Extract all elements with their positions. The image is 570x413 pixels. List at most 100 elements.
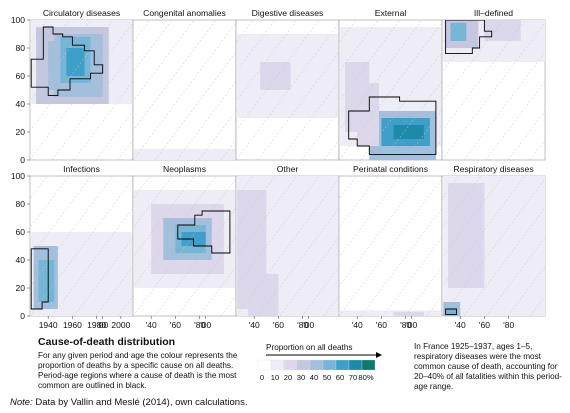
cohort-line — [51, 207, 133, 316]
x-tick-label: '40 — [249, 320, 260, 330]
cohort-line — [154, 207, 236, 316]
legend-swatch — [296, 359, 311, 371]
cohort-line — [0, 176, 25, 316]
cohort-line — [30, 176, 92, 258]
panel-content — [442, 20, 545, 160]
cohort-line — [0, 176, 3, 316]
cohort-line — [30, 176, 114, 288]
cohort-line — [339, 176, 401, 258]
y-tick-label: 60 — [16, 71, 26, 81]
legend-arrowhead — [376, 352, 382, 358]
cohort-line — [0, 20, 3, 160]
cohort-line — [30, 22, 133, 160]
x-tick-label: '60 — [376, 320, 387, 330]
cohort-line — [176, 236, 236, 316]
legend-break-label: 70 — [349, 373, 357, 382]
y-tick-label: 80 — [16, 199, 26, 209]
cohort-line — [133, 178, 236, 316]
panel-grid: Circulatory diseases Congenital anomalies… — [0, 8, 546, 317]
panel-title: Respiratory diseases — [453, 164, 533, 174]
cohort-line — [301, 110, 339, 160]
legend-break-label: 40 — [310, 373, 318, 382]
heat-cell — [484, 20, 521, 41]
cohort-line — [279, 80, 339, 160]
cohort-line — [382, 236, 442, 316]
legend-break-label: 60 — [336, 373, 344, 382]
heat-cell — [445, 309, 457, 315]
panel-frame — [132, 19, 237, 161]
cohort-line — [95, 266, 133, 316]
cohort-line — [30, 20, 70, 73]
cohort-line — [442, 20, 482, 73]
x-tick-label: 1960 — [63, 320, 82, 330]
panel-content — [0, 20, 133, 160]
y-tick-label: 100 — [11, 15, 25, 25]
cohort-line — [95, 110, 133, 160]
cohort-line — [236, 176, 276, 229]
y-tick-label: 20 — [16, 127, 26, 137]
heat-cell — [393, 311, 424, 316]
cohort-line — [485, 80, 545, 160]
panel-8: Other — [235, 164, 340, 317]
cohort-line — [339, 20, 379, 73]
cohort-line — [198, 110, 236, 160]
cohort-line — [0, 20, 25, 160]
cohort-line — [404, 266, 442, 316]
most-common-outline — [177, 210, 231, 254]
cohort-line — [236, 22, 339, 160]
panel-5: Ill–defined — [441, 8, 546, 161]
x-tick-label: '40 — [455, 320, 466, 330]
heat-cell — [66, 48, 85, 76]
x-tick-label: 2000 — [111, 320, 130, 330]
cohort-line — [301, 266, 339, 316]
legend-break-label: 20 — [284, 373, 292, 382]
panel-7: Neoplasms — [132, 164, 237, 317]
panel-content — [236, 176, 339, 316]
panel-frame — [338, 175, 443, 317]
panel-content — [339, 176, 442, 316]
cohort-line — [485, 236, 545, 316]
legend-swatch — [309, 359, 324, 371]
legend-swatch — [270, 359, 285, 371]
cohort-line — [236, 20, 276, 73]
cohort-line — [30, 178, 133, 316]
most-common-outline — [30, 26, 104, 97]
legend-break-label: 50 — [323, 373, 331, 382]
panel-content — [133, 20, 236, 160]
cohort-line — [51, 51, 133, 160]
legend-break-label: 0 — [260, 373, 264, 382]
legend-break-label: 30 — [297, 373, 305, 382]
cohort-line — [442, 176, 504, 258]
x-tick-label: '40 — [146, 320, 157, 330]
cohort-line — [339, 176, 423, 288]
y-tick-label: 40 — [16, 255, 26, 265]
panel-content — [0, 176, 133, 316]
legend-swatch — [335, 359, 350, 371]
x-tick-label: '60 — [273, 320, 284, 330]
panel-content — [133, 176, 236, 316]
cohort-line — [442, 22, 545, 160]
explanation-body: For any given period and age the colour … — [38, 351, 238, 390]
x-tick-label: '80 — [400, 320, 411, 330]
cohort-line — [360, 207, 442, 316]
cohort-line — [133, 20, 173, 73]
heat-cell — [448, 183, 485, 288]
cohort-line — [257, 207, 339, 316]
cohort-line — [154, 51, 236, 160]
cohort-line — [133, 22, 236, 160]
cohort-line — [442, 20, 526, 132]
legend-title: Proportion on all deaths — [266, 343, 352, 352]
cohort-line — [236, 20, 298, 102]
panel-title: Ill–defined — [474, 8, 513, 18]
y-tick-label: 0 — [20, 155, 25, 165]
y-tick-label: 0 — [20, 311, 25, 321]
heat-cell — [450, 22, 467, 41]
legend-break-label: 10 — [271, 373, 279, 382]
cohort-line — [442, 176, 482, 229]
y-tick-label: 40 — [16, 99, 26, 109]
cohort-line — [339, 176, 379, 229]
y-tick-label: 20 — [16, 283, 26, 293]
respiratory-annotation: In France 1925–1937, ages 1–5, respirato… — [414, 342, 562, 391]
panel-title: Circulatory diseases — [43, 8, 120, 18]
heat-cell — [260, 62, 291, 90]
